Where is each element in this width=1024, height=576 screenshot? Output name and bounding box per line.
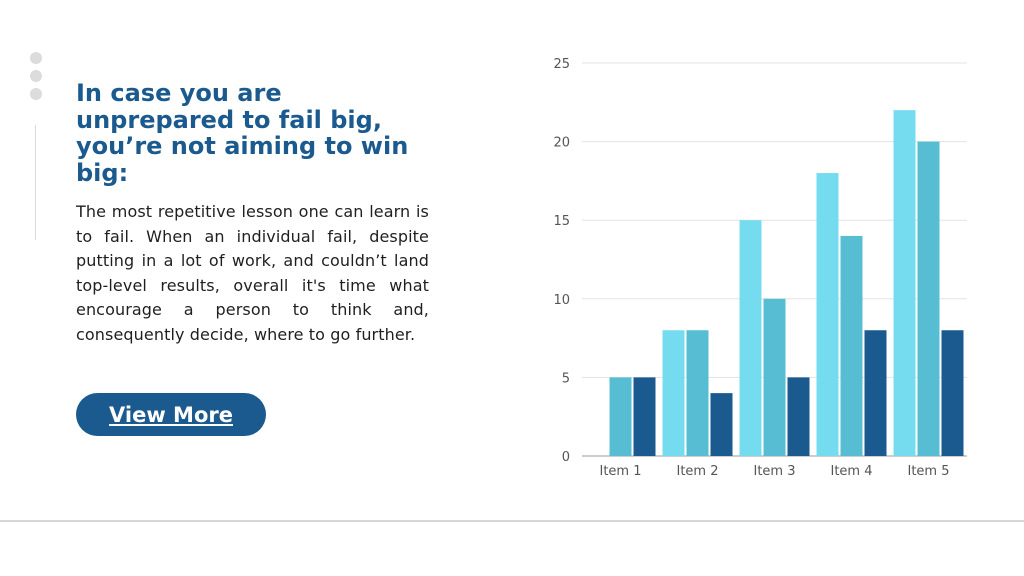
decorative-dots xyxy=(30,52,42,106)
x-tick-label: Item 3 xyxy=(754,464,796,479)
dot xyxy=(30,70,42,82)
y-tick-label: 5 xyxy=(562,371,570,386)
x-tick-label: Item 2 xyxy=(677,464,719,479)
y-tick-label: 25 xyxy=(553,57,570,72)
bar xyxy=(633,377,656,456)
dot xyxy=(30,88,42,100)
bar xyxy=(893,110,916,456)
footer-divider xyxy=(0,520,1024,522)
bar xyxy=(816,173,839,457)
y-tick-label: 15 xyxy=(553,214,570,229)
x-tick-label: Item 5 xyxy=(908,464,950,479)
x-tick-label: Item 4 xyxy=(831,464,873,479)
bar xyxy=(662,330,685,456)
bar xyxy=(609,377,632,456)
y-tick-label: 0 xyxy=(562,450,570,465)
headline: In case you are unprepared to fail big, … xyxy=(76,79,409,187)
bar xyxy=(941,330,964,456)
bar xyxy=(917,141,940,456)
bar xyxy=(864,330,887,456)
bar xyxy=(763,298,786,456)
view-more-button[interactable]: View More xyxy=(76,393,266,436)
body-text: The most repetitive lesson one can learn… xyxy=(76,202,429,344)
bar xyxy=(739,220,762,456)
bar-chart: 0 5 10 15 20 25 Item 1 Item 2 Item 3 Item 4 Item 5 xyxy=(553,57,967,479)
bar xyxy=(840,235,863,456)
x-tick-label: Item 1 xyxy=(600,464,642,479)
bar xyxy=(710,393,733,456)
bar xyxy=(686,330,709,456)
vertical-divider xyxy=(35,125,36,240)
y-tick-label: 20 xyxy=(553,136,570,151)
bar xyxy=(787,377,810,456)
dot xyxy=(30,52,42,64)
y-tick-label: 10 xyxy=(553,293,570,308)
